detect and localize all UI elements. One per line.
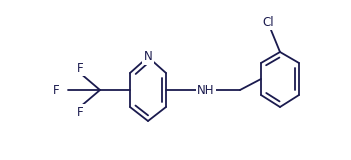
Text: NH: NH	[197, 84, 215, 96]
Text: N: N	[144, 51, 152, 64]
Text: F: F	[77, 105, 83, 119]
Text: F: F	[53, 84, 59, 96]
Text: F: F	[77, 61, 83, 75]
Text: Cl: Cl	[262, 16, 274, 28]
